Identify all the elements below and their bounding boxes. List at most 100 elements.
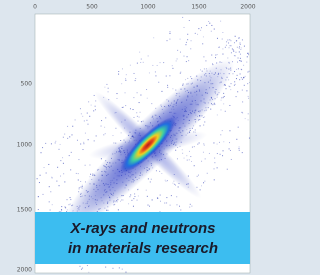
noise-dot (248, 113, 249, 114)
noise-dot (121, 132, 122, 133)
noise-dot (185, 44, 186, 45)
noise-dot (91, 105, 92, 106)
noise-dot (212, 63, 213, 64)
noise-dot (140, 62, 141, 63)
noise-dot (167, 87, 168, 88)
noise-dot (186, 61, 187, 62)
noise-dot (204, 121, 205, 122)
noise-dot (240, 73, 241, 74)
noise-dot (133, 117, 134, 118)
noise-dot (101, 126, 102, 127)
noise-dot (169, 75, 170, 76)
noise-dot (169, 39, 170, 40)
noise-dot (119, 267, 120, 268)
noise-dot (247, 72, 248, 73)
x-tick-label: 500 (86, 4, 98, 11)
noise-dot (95, 106, 96, 107)
noise-dot (82, 116, 83, 117)
noise-dot (220, 134, 221, 135)
noise-dot (241, 47, 242, 48)
noise-dot (169, 31, 170, 32)
noise-dot (118, 71, 119, 72)
noise-dot (161, 91, 162, 92)
noise-dot (233, 49, 234, 50)
noise-dot (236, 69, 237, 70)
noise-dot (236, 96, 237, 97)
noise-dot (203, 117, 204, 118)
noise-dot (187, 160, 188, 161)
noise-dot (121, 199, 122, 200)
noise-dot (239, 150, 240, 151)
noise-dot (191, 206, 192, 207)
noise-dot (122, 269, 123, 270)
noise-dot (131, 200, 132, 201)
noise-dot (165, 181, 166, 182)
noise-dot (83, 142, 84, 143)
noise-dot (243, 77, 244, 78)
noise-dot (182, 17, 183, 18)
noise-dot (231, 159, 232, 160)
noise-dot (87, 265, 88, 266)
noise-dot (87, 113, 88, 114)
noise-dot (147, 98, 148, 99)
noise-dot (239, 146, 240, 147)
x-tick-label: 1500 (191, 4, 206, 11)
noise-dot (220, 154, 221, 155)
noise-dot (189, 207, 190, 208)
noise-dot (180, 52, 181, 53)
noise-dot (229, 86, 230, 87)
noise-dot (112, 268, 113, 269)
noise-dot (240, 49, 241, 50)
noise-dot (164, 203, 165, 204)
noise-dot (82, 268, 83, 269)
noise-dot (203, 182, 204, 183)
noise-dot (88, 101, 89, 102)
noise-dot (209, 153, 210, 154)
noise-dot (141, 59, 142, 60)
noise-dot (197, 144, 198, 145)
y-tick-label: 2000 (17, 267, 32, 274)
noise-dot (37, 178, 38, 179)
noise-dot (85, 133, 86, 134)
noise-dot (48, 164, 49, 165)
noise-dot (226, 45, 227, 46)
noise-dot (232, 48, 233, 49)
noise-dot (238, 68, 239, 69)
noise-dot (237, 91, 238, 92)
noise-dot (78, 159, 79, 160)
noise-dot (222, 32, 223, 33)
noise-dot (190, 156, 191, 157)
noise-dot (217, 167, 218, 168)
noise-dot (201, 27, 202, 28)
x-tick-label: 0 (33, 4, 37, 11)
noise-dot (209, 23, 210, 24)
noise-dot (56, 181, 57, 182)
noise-dot (236, 40, 237, 41)
noise-dot (140, 95, 141, 96)
noise-dot (148, 178, 149, 179)
noise-dot (39, 182, 40, 183)
noise-dot (64, 134, 65, 135)
noise-dot (171, 195, 172, 196)
noise-dot (180, 209, 181, 210)
noise-dot (203, 152, 204, 153)
noise-dot (50, 191, 51, 192)
noise-dot (222, 39, 223, 40)
noise-dot (70, 199, 71, 200)
noise-dot (187, 78, 188, 79)
noise-dot (120, 201, 121, 202)
noise-dot (123, 107, 124, 108)
noise-dot (205, 60, 206, 61)
noise-dot (125, 80, 126, 81)
noise-dot (134, 73, 135, 74)
noise-dot (116, 98, 117, 99)
noise-dot (227, 57, 228, 58)
noise-dot (122, 107, 123, 108)
noise-dot (217, 153, 218, 154)
noise-dot (81, 269, 82, 270)
noise-dot (71, 134, 72, 135)
noise-dot (210, 109, 211, 110)
noise-dot (208, 21, 209, 22)
noise-dot (133, 198, 134, 199)
noise-dot (78, 179, 79, 180)
